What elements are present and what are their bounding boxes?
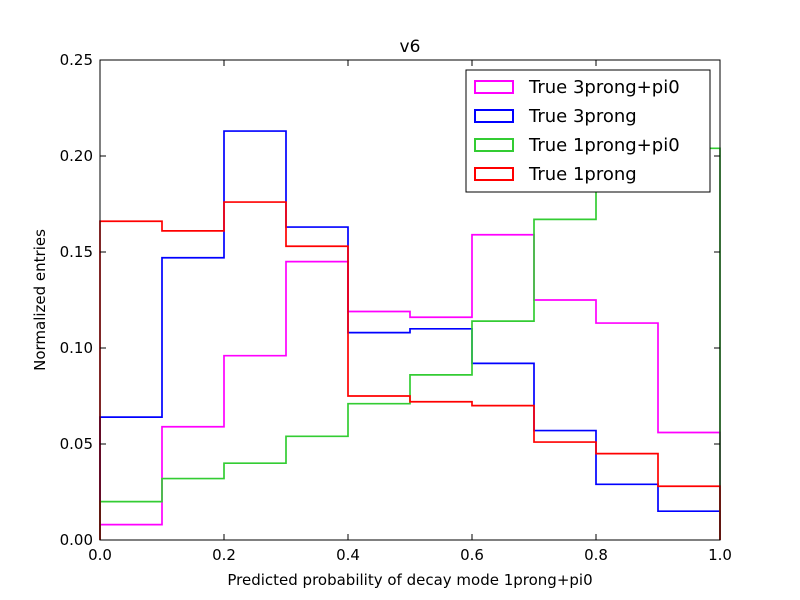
legend-swatch	[474, 109, 514, 123]
series-line-0	[99, 233, 721, 540]
y-tick-label: 0.05	[60, 435, 93, 453]
legend-swatch	[474, 138, 514, 152]
y-tick-label: 0.20	[60, 147, 93, 165]
plot-frame	[99, 59, 721, 541]
y-tick-label: 0.15	[60, 243, 93, 261]
y-tick-label: 0.25	[60, 51, 93, 69]
x-tick-label: 0.6	[460, 546, 484, 564]
legend-label: True 3prong+pi0	[528, 77, 680, 98]
y-tick-label: 0.00	[60, 531, 93, 549]
ticks-layer: 0.0 0.2 0.4 0.6 0.8 1.0 0.00 0.05 0.10 0.15 0.20 0.…	[60, 51, 732, 564]
series-layer	[99, 130, 721, 540]
legend-swatch	[474, 167, 514, 181]
x-tick-label: 0.4	[336, 546, 360, 564]
y-axis-label: Normalized entries	[31, 229, 49, 371]
chart-title: v6	[400, 37, 421, 57]
x-tick-label: 0.2	[212, 546, 236, 564]
legend-label: True 1prong	[528, 164, 637, 185]
series-line-3	[99, 201, 721, 540]
x-axis-label: Predicted probability of decay mode 1pro…	[227, 571, 592, 589]
legend: True 3prong+pi0 True 3prong True 1prong+pi…	[465, 69, 711, 193]
x-tick-label: 0.8	[584, 546, 608, 564]
x-tick-label: 1.0	[708, 546, 732, 564]
legend-box	[465, 69, 711, 193]
legend-swatch	[474, 80, 514, 94]
x-tick-label: 0.0	[88, 546, 112, 564]
series-line-2	[99, 147, 721, 540]
legend-label: True 3prong	[528, 106, 637, 127]
series-line-1	[99, 130, 721, 540]
y-tick-label: 0.10	[60, 339, 93, 357]
legend-label: True 1prong+pi0	[528, 135, 680, 156]
